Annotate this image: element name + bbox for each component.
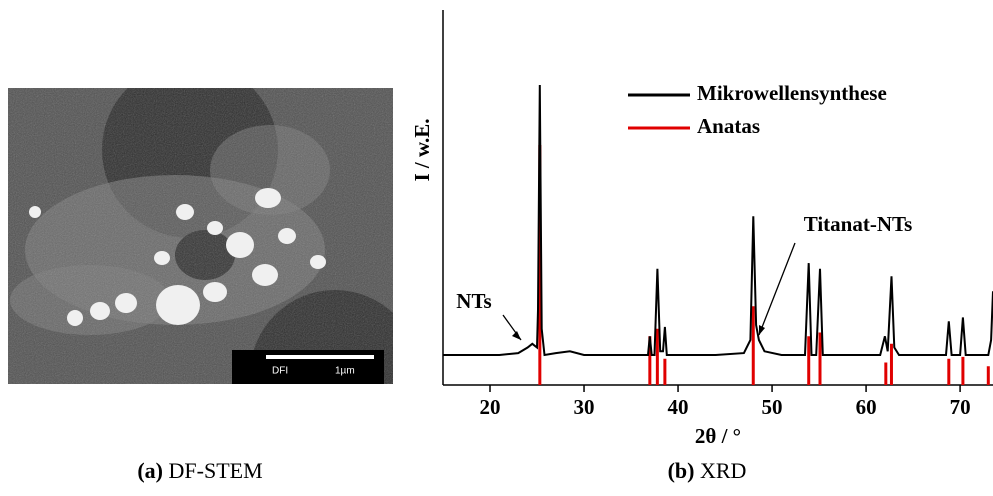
arrow-head — [512, 331, 521, 340]
data-line — [443, 84, 993, 357]
y-axis-label: I / w.E. — [410, 118, 434, 181]
legend-label: Anatas — [697, 114, 760, 138]
arrow-head — [759, 325, 765, 335]
x-tick-label: 60 — [856, 395, 877, 419]
caption: (a) DF-STEM — [137, 458, 262, 483]
annotation-arrow — [758, 242, 796, 336]
scale-text: DFI — [272, 366, 288, 377]
annotation: Titanat-NTs — [804, 212, 913, 236]
x-axis-label: 2θ / ° — [695, 424, 741, 448]
scale-bar — [266, 355, 374, 359]
caption-label: (a) — [137, 458, 163, 483]
x-tick-label: 70 — [950, 395, 971, 419]
x-tick-label: 20 — [480, 395, 501, 419]
legend-label: Mikrowellensynthese — [697, 81, 887, 105]
x-tick-label: 40 — [668, 395, 689, 419]
annotation: NTs — [456, 289, 491, 313]
micrograph: DFI 1µm — [8, 88, 393, 384]
x-tick-label: 30 — [574, 395, 595, 419]
caption: (b) XRD — [668, 458, 747, 483]
scale-text: 1µm — [335, 366, 355, 377]
caption-text: XRD — [700, 458, 746, 483]
caption-text: DF-STEM — [169, 458, 263, 483]
caption-label: (b) — [668, 458, 695, 483]
x-tick-label: 50 — [762, 395, 783, 419]
